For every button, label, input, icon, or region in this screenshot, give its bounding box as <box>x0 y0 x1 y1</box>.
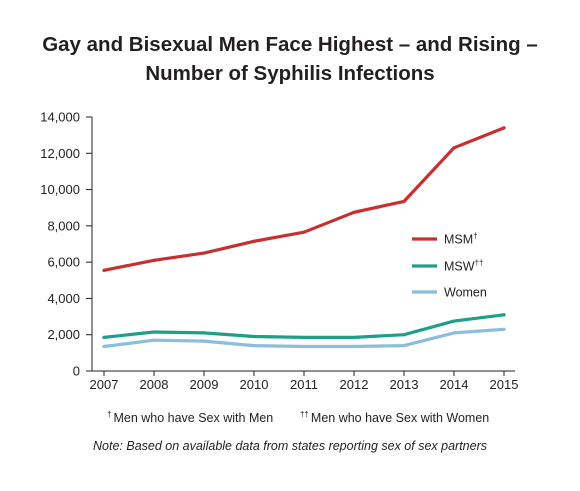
footnote-msw: †† Men who have Sex with Women <box>300 410 489 425</box>
data-point-women <box>502 327 506 331</box>
chart-title-line-2: Number of Syphilis Infections <box>145 62 435 85</box>
data-point-msm <box>452 146 456 150</box>
data-point-women <box>352 344 356 349</box>
footnote-msw-marker: †† <box>300 410 309 419</box>
data-point-msm <box>252 239 256 243</box>
data-point-women <box>202 339 206 343</box>
data-point-msw <box>152 330 156 334</box>
data-point-msm <box>402 199 406 203</box>
data-point-women <box>152 338 156 342</box>
x-tick-label: 2010 <box>240 377 269 392</box>
x-tick-label: 2014 <box>440 377 469 392</box>
data-point-women <box>402 344 406 348</box>
data-point-msm <box>202 251 206 255</box>
legend-label-women: Women <box>444 286 487 300</box>
data-point-msm <box>302 230 306 234</box>
data-point-women <box>452 331 456 335</box>
y-tick-label: 2,000 <box>47 327 80 342</box>
data-point-msw <box>302 335 306 340</box>
line-chart: 0 2,000 4,000 6,000 8,000 10,000 12,000 14,000 2… <box>40 110 518 393</box>
data-point-women <box>252 344 256 348</box>
y-tick-label: 14,000 <box>40 110 80 125</box>
x-tick-label: 2009 <box>190 377 219 392</box>
chart-series-lines <box>102 126 506 349</box>
y-tick-label: 6,000 <box>47 255 80 270</box>
x-tick-label: 2012 <box>340 377 369 392</box>
y-tick-label: 12,000 <box>40 146 80 161</box>
chart-note: Note: Based on available data from state… <box>93 439 487 453</box>
data-point-msw <box>252 334 256 339</box>
x-tick-label: 2008 <box>140 377 169 392</box>
chart-title: Gay and Bisexual Men Face Highest – and … <box>0 30 580 88</box>
data-point-women <box>102 344 106 349</box>
footnote-msm-marker: † <box>107 410 112 419</box>
footnote-msm-text: Men who have Sex with Men <box>113 411 274 425</box>
data-point-women <box>302 344 306 349</box>
y-tick-label: 8,000 <box>47 218 80 233</box>
data-point-msm <box>152 258 156 262</box>
x-tick-label: 2011 <box>290 377 318 392</box>
data-point-msw <box>502 313 506 317</box>
chart-axes: 0 2,000 4,000 6,000 8,000 10,000 12,000 14,000 2… <box>40 110 518 393</box>
y-tick-label: 10,000 <box>40 182 80 197</box>
data-point-msm <box>102 268 106 272</box>
data-point-msw <box>452 319 456 323</box>
x-tick-label: 2007 <box>90 377 119 392</box>
x-tick-label: 2015 <box>490 377 519 392</box>
data-point-msm <box>502 126 506 130</box>
footnote-msm: † Men who have Sex with Men <box>107 410 273 425</box>
chart-title-line-1: Gay and Bisexual Men Face Highest – and … <box>42 33 538 56</box>
series-line-msm <box>102 126 506 272</box>
data-point-msw <box>352 335 356 340</box>
legend-label-msw: MSW†† <box>444 259 483 274</box>
legend-marker-msw: †† <box>475 259 484 268</box>
legend-marker-msm: † <box>473 232 477 241</box>
footnote-msw-text: Men who have Sex with Women <box>310 411 490 425</box>
legend-label-msm: MSM† <box>444 232 478 247</box>
data-point-msw <box>402 333 406 337</box>
data-point-msw <box>102 335 106 340</box>
data-point-msm <box>352 210 356 214</box>
chart-legend: MSM† MSW†† Women <box>412 232 487 300</box>
y-tick-label: 0 <box>73 364 80 379</box>
x-tick-label: 2013 <box>390 377 419 392</box>
data-point-msw <box>202 331 206 335</box>
y-tick-label: 4,000 <box>47 291 80 306</box>
